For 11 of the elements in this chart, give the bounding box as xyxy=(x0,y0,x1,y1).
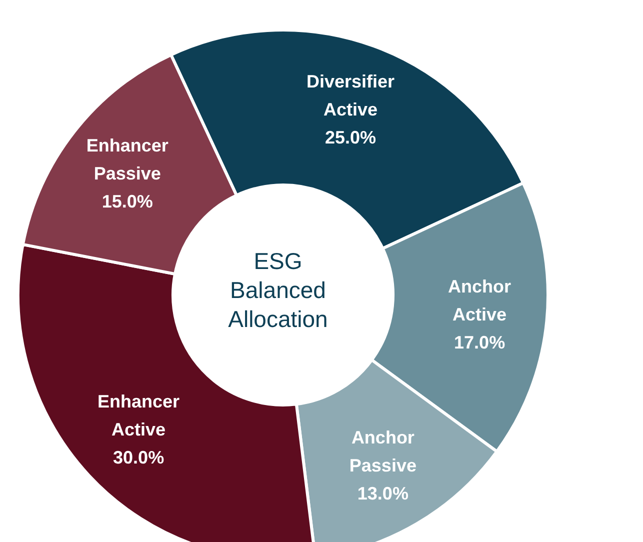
data-label: 13.0% xyxy=(357,483,408,504)
data-label: 17.0% xyxy=(454,332,506,352)
data-label: 15.0% xyxy=(102,191,153,212)
slice-label: Enhancer Passive xyxy=(86,135,168,184)
slice-label: Anchor Active xyxy=(448,276,512,324)
slice-label: Anchor Passive xyxy=(349,427,416,476)
data-label: 25.0% xyxy=(325,127,376,148)
slice-label: Enhancer Active xyxy=(98,392,180,440)
text: ESG Balanced Allocation xyxy=(228,248,328,332)
slice-label: Diversifier Active xyxy=(306,71,395,120)
data-label: 30.0% xyxy=(113,448,164,468)
